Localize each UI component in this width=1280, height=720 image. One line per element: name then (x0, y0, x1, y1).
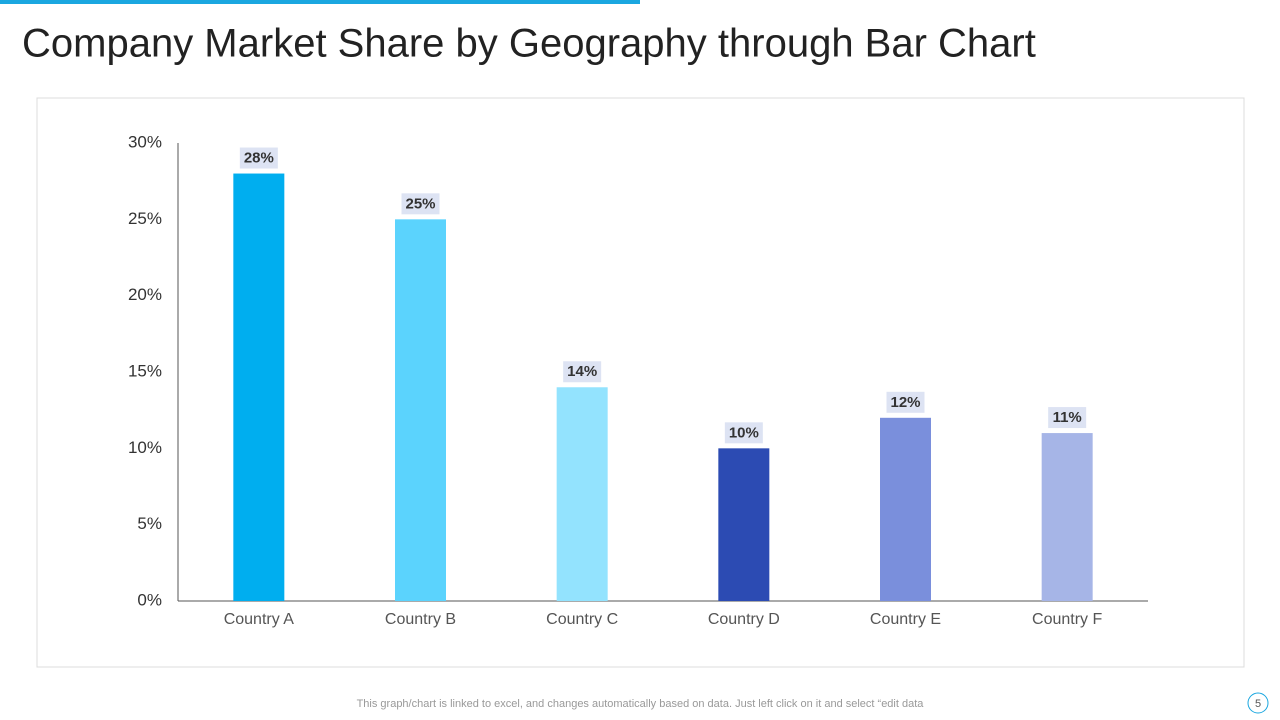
y-tick-label: 0% (137, 590, 162, 609)
value-label-bg (239, 147, 278, 169)
bar (233, 173, 285, 602)
value-label-bg (401, 193, 440, 215)
y-tick-label: 25% (128, 209, 162, 228)
bar (1041, 433, 1093, 601)
value-label: 28% (244, 150, 274, 167)
value-label: 10% (729, 424, 759, 441)
value-label-bg (724, 422, 763, 444)
value-label: 14% (567, 363, 597, 380)
y-tick-label: 5% (137, 514, 162, 533)
x-tick-label: Country E (870, 611, 941, 628)
y-tick-label: 20% (128, 285, 162, 304)
bar (718, 448, 770, 601)
footnote: This graph/chart is linked to excel, and… (357, 698, 925, 710)
x-tick-label: Country B (385, 611, 456, 628)
bar (880, 417, 931, 601)
x-tick-label: Country C (546, 611, 618, 628)
y-tick-label: 15% (128, 361, 162, 380)
x-tick-label: Country D (708, 611, 780, 628)
y-tick-label: 30% (128, 132, 162, 151)
value-label-bg (886, 391, 925, 413)
x-tick-label: Country A (224, 611, 295, 628)
value-label-bg (1048, 407, 1087, 429)
y-tick-label: 10% (128, 438, 162, 457)
page-badge (1247, 692, 1269, 714)
value-label: 12% (890, 394, 920, 411)
bar (395, 219, 446, 602)
page-number: 5 (1255, 698, 1261, 710)
x-tick-label: Country F (1032, 611, 1102, 628)
value-label: 25% (405, 195, 435, 212)
value-label-bg (563, 361, 602, 383)
accent-bar (0, 0, 640, 4)
value-label: 11% (1053, 409, 1082, 426)
slide-title: Company Market Share by Geography throug… (22, 22, 1036, 66)
bar (556, 387, 608, 601)
